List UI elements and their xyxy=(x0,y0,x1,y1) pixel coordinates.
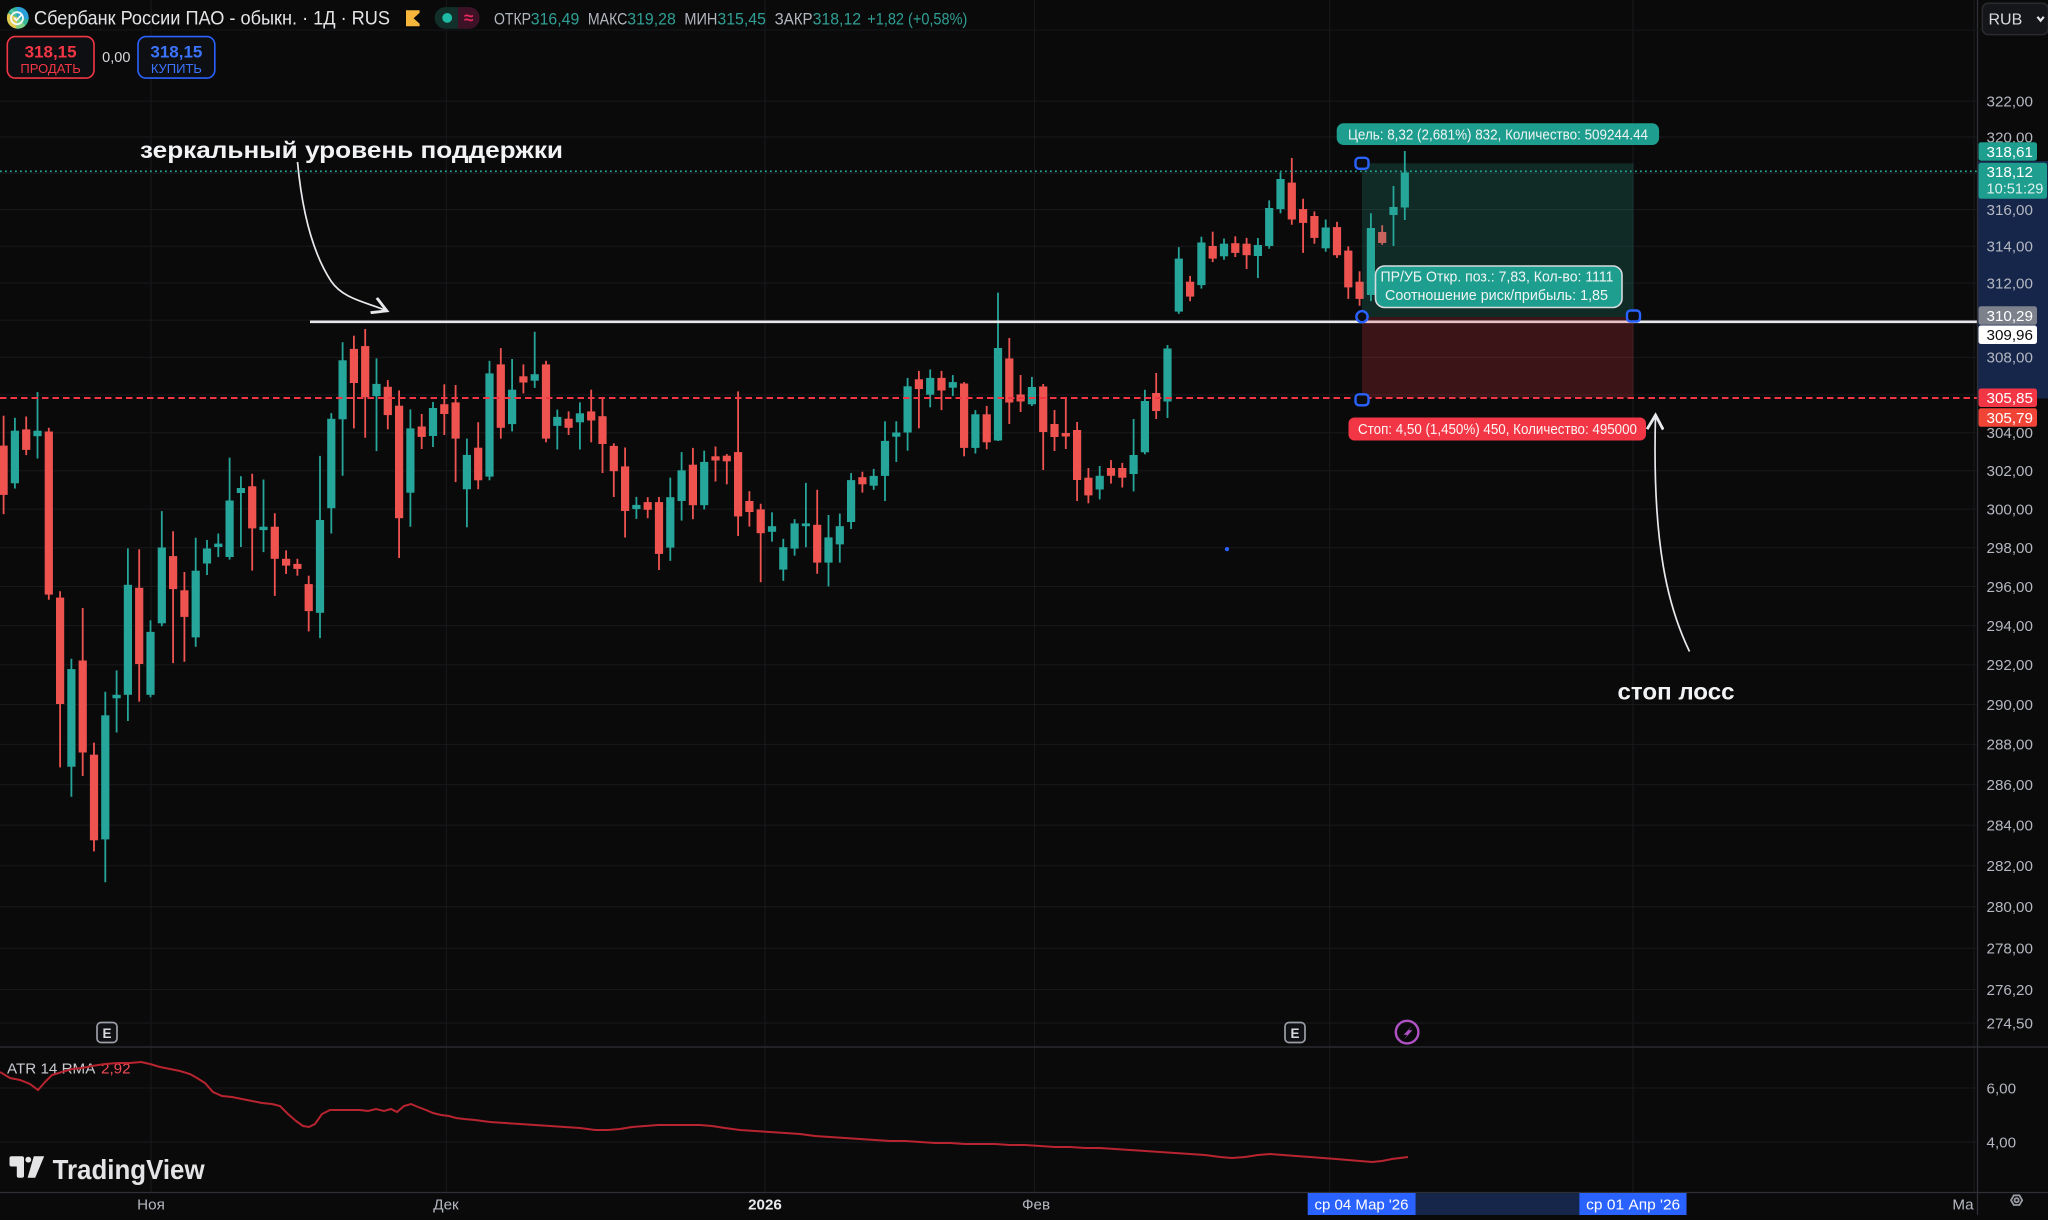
svg-text:309,96: 309,96 xyxy=(1987,327,2033,344)
svg-text:≈: ≈ xyxy=(464,9,473,28)
svg-text:300,00: 300,00 xyxy=(1987,501,2033,518)
svg-text:КУПИТЬ: КУПИТЬ xyxy=(151,61,202,76)
svg-text:274,50: 274,50 xyxy=(1987,1015,2033,1032)
svg-text:290,00: 290,00 xyxy=(1987,697,2033,714)
svg-text:E: E xyxy=(1290,1026,1299,1041)
svg-text:6,00: 6,00 xyxy=(1987,1080,2017,1097)
svg-text:+1,82 (+0,58%): +1,82 (+0,58%) xyxy=(867,10,967,28)
svg-text:305,79: 305,79 xyxy=(1987,410,2033,427)
svg-text:Стоп: 4,50 (1,450%) 450, Колич: Стоп: 4,50 (1,450%) 450, Количество: 495… xyxy=(1358,421,1637,438)
svg-text:10:51:29: 10:51:29 xyxy=(1987,182,2044,198)
svg-text:308,00: 308,00 xyxy=(1987,350,2033,367)
svg-text:TradingView: TradingView xyxy=(53,1154,205,1185)
svg-text:МАКС: МАКС xyxy=(588,10,628,28)
svg-text:316,49: 316,49 xyxy=(531,10,580,28)
svg-text:2026: 2026 xyxy=(748,1196,782,1213)
svg-text:Дек: Дек xyxy=(433,1196,459,1213)
svg-text:318,61: 318,61 xyxy=(1987,144,2033,161)
svg-text:318,15: 318,15 xyxy=(150,43,202,62)
svg-text:ПР/УБ Откр. поз.: 7,83, Кол-во: ПР/УБ Откр. поз.: 7,83, Кол-во: 1111 xyxy=(1381,270,1614,286)
svg-text:312,00: 312,00 xyxy=(1987,275,2033,292)
svg-text:Ма: Ма xyxy=(1952,1196,1974,1213)
svg-text:ср 01 Апр '26: ср 01 Апр '26 xyxy=(1586,1197,1680,1213)
svg-text:288,00: 288,00 xyxy=(1987,737,2033,754)
svg-text:319,28: 319,28 xyxy=(627,10,676,28)
svg-text:зеркальный уровень поддержки: зеркальный уровень поддержки xyxy=(140,137,563,163)
svg-text:282,00: 282,00 xyxy=(1987,858,2033,875)
svg-text:322,00: 322,00 xyxy=(1987,93,2033,110)
svg-text:314,00: 314,00 xyxy=(1987,239,2033,256)
svg-text:284,00: 284,00 xyxy=(1987,817,2033,834)
svg-text:280,00: 280,00 xyxy=(1987,899,2033,916)
svg-text:318,12: 318,12 xyxy=(813,10,862,28)
svg-text:МИН: МИН xyxy=(684,10,717,28)
svg-text:ПРОДАТЬ: ПРОДАТЬ xyxy=(20,61,81,76)
svg-text:278,00: 278,00 xyxy=(1987,941,2033,958)
svg-text:298,00: 298,00 xyxy=(1987,540,2033,557)
svg-text:Соотношение риск/прибыль: 1,85: Соотношение риск/прибыль: 1,85 xyxy=(1385,288,1608,304)
svg-text:E: E xyxy=(102,1026,111,1041)
svg-text:ср 04 Мар '26: ср 04 Мар '26 xyxy=(1315,1197,1409,1213)
svg-text:315,45: 315,45 xyxy=(717,10,766,28)
svg-text:276,20: 276,20 xyxy=(1987,982,2033,999)
svg-text:Ноя: Ноя xyxy=(137,1196,165,1213)
svg-text:305,85: 305,85 xyxy=(1987,390,2033,407)
svg-text:4,00: 4,00 xyxy=(1987,1134,2017,1151)
svg-text:ЗАКР: ЗАКР xyxy=(775,10,813,28)
svg-text:296,00: 296,00 xyxy=(1987,579,2033,596)
svg-text:286,00: 286,00 xyxy=(1987,777,2033,794)
svg-text:304,00: 304,00 xyxy=(1987,425,2033,442)
svg-text:Сбербанк России ПАО - обыкн. ·: Сбербанк России ПАО - обыкн. · 1Д · RUS xyxy=(34,8,390,30)
svg-text:0,00: 0,00 xyxy=(102,50,130,66)
svg-text:ОТКР: ОТКР xyxy=(494,10,531,28)
svg-text:RUB: RUB xyxy=(1989,11,2023,28)
svg-text:стоп лосс: стоп лосс xyxy=(1618,679,1735,705)
svg-text:318,15: 318,15 xyxy=(25,43,77,62)
svg-text:292,00: 292,00 xyxy=(1987,657,2033,674)
svg-text:Фев: Фев xyxy=(1022,1196,1050,1213)
svg-text:316,00: 316,00 xyxy=(1987,202,2033,219)
svg-text:294,00: 294,00 xyxy=(1987,618,2033,635)
svg-text:318,12: 318,12 xyxy=(1987,164,2033,181)
svg-text:Цель: 8,32 (2,681%) 832, Колич: Цель: 8,32 (2,681%) 832, Количество: 509… xyxy=(1348,127,1648,144)
svg-text:302,00: 302,00 xyxy=(1987,463,2033,480)
svg-text:310,29: 310,29 xyxy=(1987,308,2033,325)
